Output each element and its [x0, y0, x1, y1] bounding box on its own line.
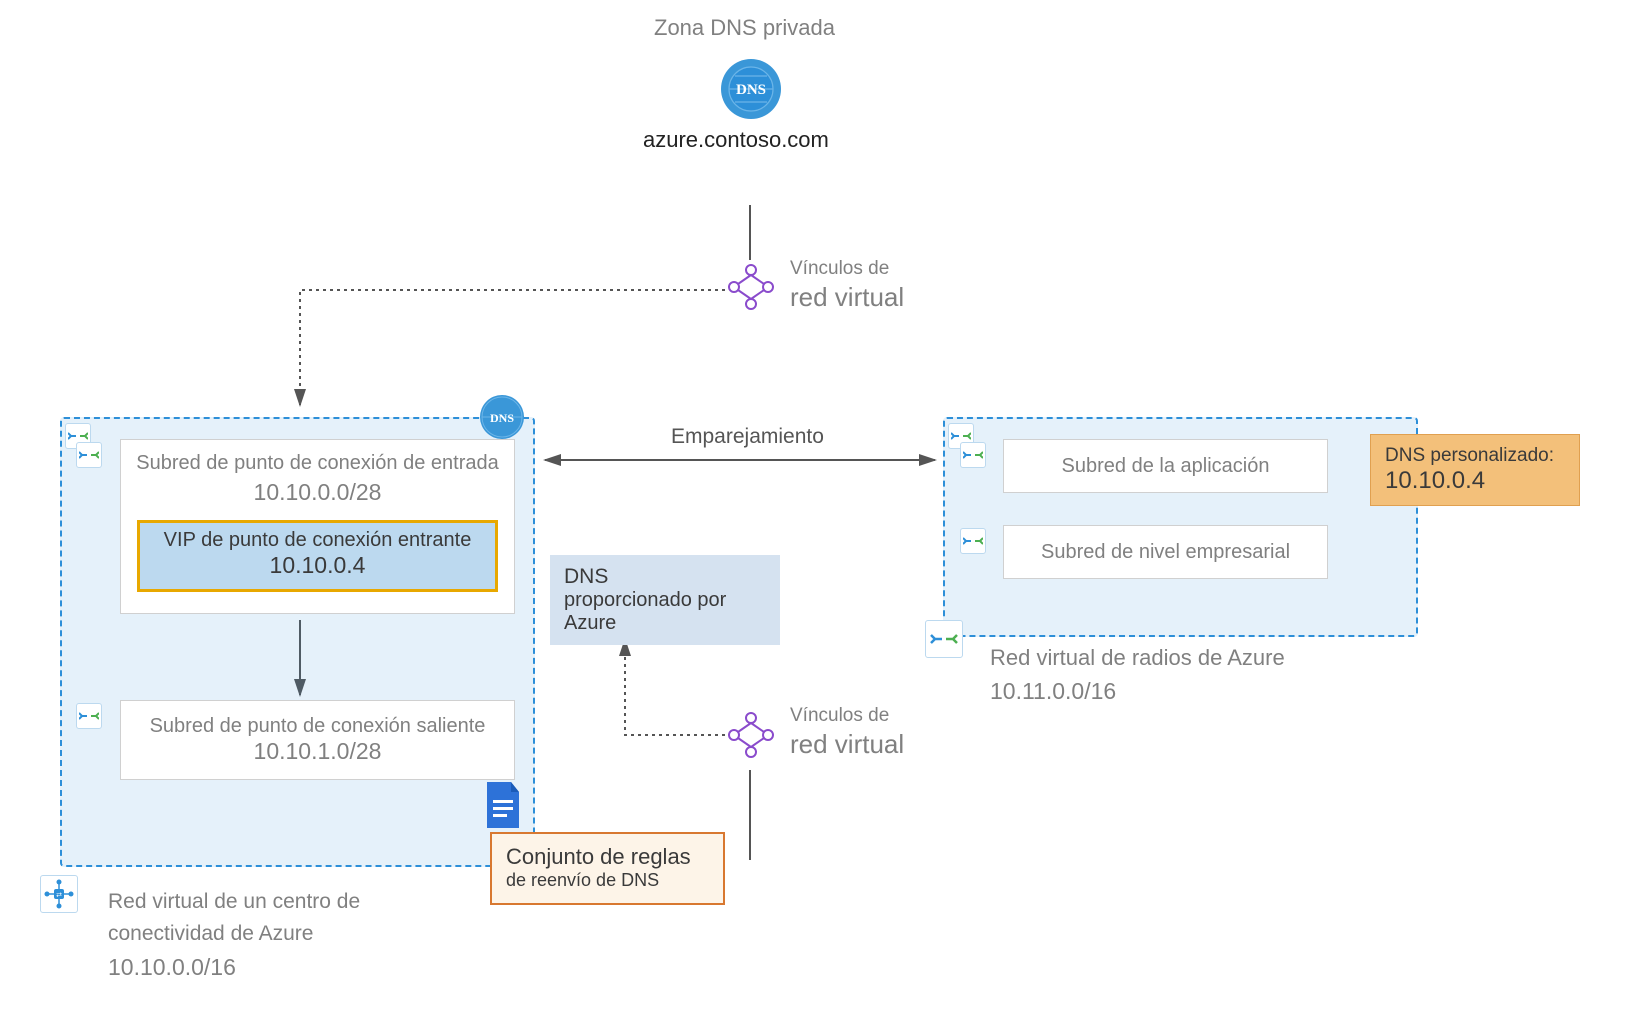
azure-provided-dns-box: DNS proporcionado por Azure	[550, 555, 780, 645]
outbound-subnet-title: Subred de punto de conexión saliente	[131, 715, 504, 738]
subnet-icon	[960, 528, 986, 554]
app-subnet-card: Subred de la aplicación	[1003, 439, 1328, 493]
peering-label: Emparejamiento	[671, 425, 824, 449]
subnet-icon	[76, 442, 102, 468]
vnet-link-icon	[726, 710, 776, 765]
dns-icon: DNS	[720, 58, 782, 125]
vnet-link-label-1a: Vínculos de	[790, 258, 889, 280]
vip-title: VIP de punto de conexión entrante	[150, 529, 485, 552]
diagram-canvas: Zona DNS privada DNS azure.contoso.com D…	[0, 0, 1630, 1023]
dns-domain-label: azure.contoso.com	[643, 127, 829, 153]
spoke-vnet-label: Red virtual de radios de Azure	[990, 645, 1285, 671]
dns-resolver-icon: DNS	[479, 394, 525, 445]
outbound-subnet-card: Subred de punto de conexión saliente 10.…	[120, 700, 515, 780]
svg-text:⇄: ⇄	[56, 892, 62, 899]
dns-ruleset-box: Conjunto de reglas de reenvío de DNS	[490, 832, 725, 905]
biz-subnet-card: Subred de nivel empresarial	[1003, 525, 1328, 579]
vnet-link-icon	[726, 262, 776, 317]
biz-subnet-label: Subred de nivel empresarial	[1041, 541, 1290, 564]
hub-vnet-icon: ⇄	[40, 875, 78, 913]
custom-dns-box: DNS personalizado: 10.10.0.4	[1370, 434, 1580, 506]
vip-card: VIP de punto de conexión entrante 10.10.…	[137, 520, 498, 592]
azure-dns-line2: proporcionado por Azure	[564, 589, 766, 635]
ruleset-line2: de reenvío de DNS	[506, 870, 709, 891]
app-subnet-label: Subred de la aplicación	[1062, 455, 1270, 478]
spoke-vnet-icon	[925, 620, 963, 658]
inbound-subnet-card: Subred de punto de conexión de entrada 1…	[120, 439, 515, 614]
hub-vnet-cidr: 10.10.0.0/16	[108, 954, 236, 981]
vip-ip: 10.10.0.4	[150, 552, 485, 579]
ruleset-line1: Conjunto de reglas	[506, 844, 709, 870]
vnet-link-label-1b: red virtual	[790, 282, 904, 313]
custom-dns-ip: 10.10.0.4	[1385, 467, 1565, 495]
hub-vnet-label-2: conectividad de Azure	[108, 922, 313, 946]
private-dns-zone-title: Zona DNS privada	[654, 15, 835, 41]
subnet-icon	[76, 703, 102, 729]
custom-dns-label: DNS personalizado:	[1385, 445, 1565, 467]
svg-text:DNS: DNS	[490, 411, 514, 425]
inbound-subnet-title: Subred de punto de conexión de entrada	[131, 452, 504, 475]
document-icon	[483, 780, 523, 835]
vnet-link-label-2a: Vínculos de	[790, 705, 889, 727]
outbound-subnet-cidr: 10.10.1.0/28	[131, 738, 504, 765]
vnet-link-label-2b: red virtual	[790, 729, 904, 760]
dns-icon-label: DNS	[736, 82, 766, 98]
hub-vnet-label-1: Red virtual de un centro de	[108, 890, 360, 914]
inbound-subnet-cidr: 10.10.0.0/28	[131, 479, 504, 506]
azure-dns-line1: DNS	[564, 565, 766, 589]
spoke-vnet-cidr: 10.11.0.0/16	[990, 678, 1116, 705]
subnet-icon	[960, 442, 986, 468]
